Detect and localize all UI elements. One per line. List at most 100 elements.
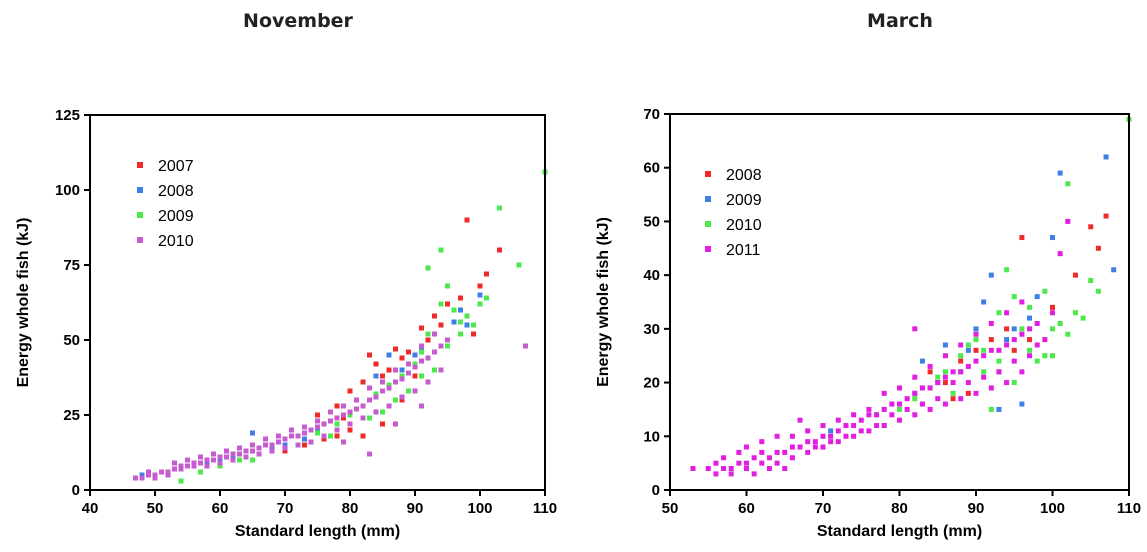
data-point-2009-29 [471, 322, 476, 328]
data-point-2011-7 [751, 455, 757, 461]
data-point-2007-18 [412, 373, 418, 379]
data-point-2011-47 [713, 460, 719, 466]
data-point-2010-27 [996, 358, 1002, 364]
data-point-2011-74 [835, 417, 841, 423]
data-point-2007-25 [321, 436, 327, 442]
data-point-2010-98 [419, 343, 424, 349]
x-tick-label-110: 110 [533, 500, 557, 517]
data-point-2011-57 [866, 428, 872, 434]
data-point-2008-5 [1004, 326, 1010, 332]
data-point-2010-8 [981, 347, 987, 353]
data-point-2010-66 [373, 409, 379, 415]
data-point-2010-14 [224, 454, 229, 460]
data-point-2011-72 [805, 428, 811, 434]
data-point-2010-17 [243, 448, 249, 454]
data-point-2009-14 [419, 349, 424, 355]
data-point-2011-45 [1042, 337, 1048, 343]
data-point-2007-5 [380, 373, 385, 379]
data-point-2010-14 [1027, 304, 1033, 310]
data-point-2010-26 [981, 369, 987, 375]
x-tick-label-60: 60 [212, 500, 229, 517]
data-point-2007-16 [497, 247, 502, 253]
data-point-2009-7 [334, 421, 340, 427]
data-point-2007-36 [341, 415, 346, 421]
data-point-2010-80 [354, 397, 359, 403]
data-point-2010-44 [419, 358, 424, 364]
data-point-2010-56 [243, 454, 249, 460]
data-point-2009-8 [347, 412, 353, 418]
data-point-2010-22 [1080, 315, 1086, 321]
data-point-2008-7 [1050, 304, 1055, 310]
data-point-2008-16 [386, 352, 392, 358]
data-point-2011-5 [736, 460, 742, 466]
x-tick-label-50: 50 [147, 500, 164, 517]
data-point-2010-71 [438, 367, 444, 373]
data-point-2009-3 [942, 342, 948, 348]
x-tick-label-40: 40 [82, 500, 99, 517]
data-point-2010-6 [172, 466, 177, 472]
data-point-2009-10 [373, 391, 379, 397]
legend-label-2011: 2011 [726, 242, 761, 259]
data-point-2011-89 [797, 417, 803, 423]
x-tick-label-70: 70 [815, 500, 832, 517]
data-point-2009-37 [438, 301, 444, 307]
data-point-2010-91 [237, 445, 242, 451]
data-point-2011-80 [927, 363, 933, 369]
legend-label-2008: 2008 [158, 183, 194, 200]
data-point-2008-1 [942, 380, 948, 386]
data-point-2011-82 [958, 342, 964, 348]
legend-swatch-2007 [137, 162, 143, 168]
x-tick-label-90: 90 [968, 500, 985, 517]
data-point-2011-0 [690, 466, 696, 472]
data-point-2008-15 [1027, 337, 1033, 343]
data-point-2009-39 [419, 373, 424, 379]
data-point-2007-19 [399, 397, 405, 403]
legend: 2008 2009 2010 2011 [705, 167, 762, 259]
data-point-2009-11 [386, 382, 392, 388]
data-point-2009-9 [1011, 326, 1017, 332]
data-point-2010-82 [406, 361, 411, 367]
chart-title-march: March [867, 10, 933, 32]
data-point-2007-33 [360, 433, 366, 439]
data-point-2007-3 [360, 379, 366, 385]
data-point-2011-71 [789, 433, 795, 439]
data-point-2011-96 [965, 380, 971, 386]
data-point-2009-16 [425, 265, 431, 271]
data-point-2011-83 [973, 331, 979, 337]
data-point-2011-30 [927, 385, 933, 391]
data-point-2010-84 [523, 343, 528, 349]
data-point-2011-63 [958, 396, 964, 402]
data-point-2008-13 [464, 322, 470, 328]
data-point-2011-50 [759, 449, 765, 455]
data-point-2011-107 [843, 433, 849, 439]
data-point-2010-10 [996, 310, 1002, 316]
legend-label-2009: 2009 [726, 192, 762, 209]
data-point-2009-31 [393, 397, 398, 403]
data-point-2010-19 [256, 445, 262, 451]
y-tick-label-10: 10 [643, 428, 660, 445]
data-point-2009-2 [217, 463, 223, 469]
data-point-2008-9 [1088, 224, 1094, 230]
data-point-2010-31 [1027, 347, 1033, 353]
y-tick-label-125: 125 [55, 107, 80, 124]
data-point-2010-59 [282, 445, 288, 451]
data-point-2010-41 [399, 376, 405, 382]
data-point-2011-94 [782, 466, 788, 472]
data-point-2007-4 [373, 361, 379, 367]
data-point-2010-94 [315, 418, 320, 424]
data-point-2009-1 [198, 469, 203, 475]
data-point-2011-93 [766, 466, 772, 472]
data-point-2011-53 [805, 449, 811, 455]
data-point-2011-108 [828, 439, 834, 445]
data-point-2010-76 [250, 442, 255, 448]
data-point-2010-63 [334, 427, 340, 433]
data-point-2007-24 [334, 433, 340, 439]
data-point-2007-0 [315, 412, 320, 418]
data-point-2010-13 [217, 454, 223, 460]
data-point-2010-78 [302, 424, 307, 430]
data-point-2011-26 [897, 401, 902, 407]
data-point-2007-2 [347, 388, 353, 394]
data-point-2010-15 [1034, 358, 1040, 364]
data-point-2011-69 [759, 439, 765, 445]
y-tick-label-75: 75 [63, 257, 80, 274]
